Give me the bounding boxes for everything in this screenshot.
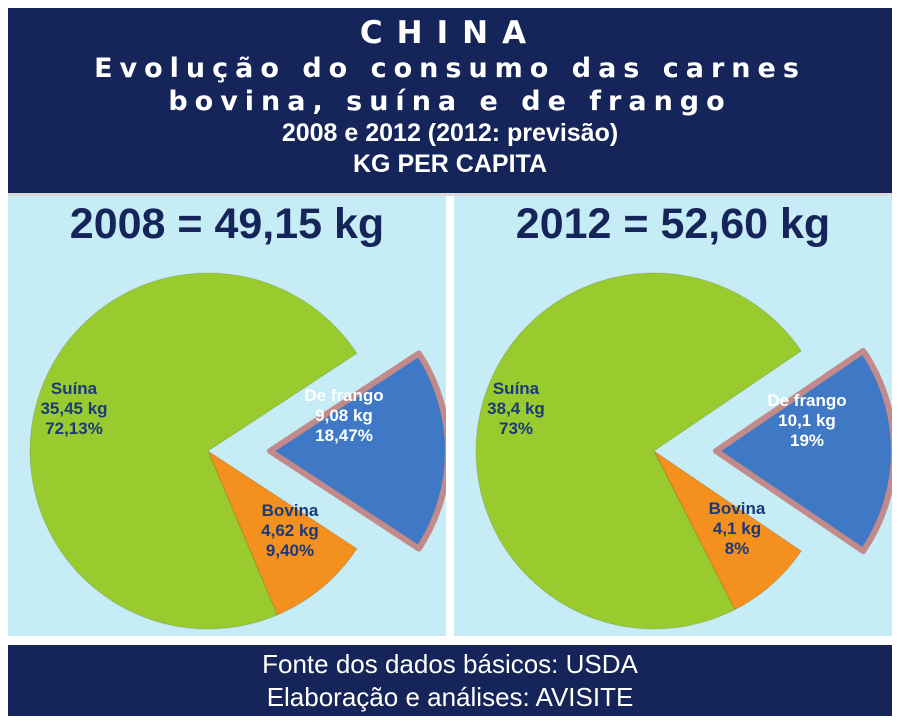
pie-slice-de-frango-2012: [713, 347, 892, 555]
chart-header: CHINA Evolução do consumo das carnes bov…: [8, 8, 892, 196]
pie-label-suina-pct-2012: 73%: [499, 419, 533, 438]
pie-label-de-frango-pct-2008: 18,47%: [315, 426, 373, 445]
pie-label-suina-pct-2008: 72,13%: [45, 419, 103, 438]
pie-label-suina-kg-2012: 38,4 kg: [487, 399, 545, 418]
pie-label-bovina-kg-2012: 4,1 kg: [713, 519, 761, 538]
pie-label-suina-name-2012: Suína: [493, 379, 540, 398]
pie-slice-bovina-2008: [206, 449, 358, 616]
pie-label-de-frango-pct-2012: 19%: [790, 431, 824, 450]
pie-label-suina-name-2008: Suína: [51, 379, 98, 398]
pie-label-suina-kg-2008: 35,45 kg: [40, 399, 107, 418]
header-country: CHINA: [359, 15, 541, 51]
pie-label-de-frango-name-2012: De frango: [767, 391, 846, 410]
pie-slice-suina-2008: [29, 272, 358, 630]
pie-slice-de-frango-2008: [267, 350, 446, 552]
header-title-line2: bovina, suína e de frango: [168, 86, 732, 117]
header-unit: KG PER CAPITA: [353, 150, 547, 178]
pie-label-bovina-kg-2008: 4,62 kg: [261, 521, 319, 540]
pie-label-bovina-pct-2008: 9,40%: [266, 541, 314, 560]
pie-label-de-frango-kg-2012: 10,1 kg: [778, 411, 836, 430]
pie-slice-suina-2012: [475, 272, 802, 630]
footer-credit: Elaboração e análises: AVISITE: [266, 682, 634, 712]
header-years: 2008 e 2012 (2012: previsão): [281, 119, 619, 147]
pie-label-bovina-name-2012: Bovina: [709, 499, 766, 518]
pie-label-bovina-pct-2012: 8%: [725, 539, 750, 558]
pie-title-2008: 2008 = 49,15 kg: [69, 200, 385, 248]
pie-panel-2012: De frango 10,1 kg 19% Bovina 4,1 kg 8% Suína 38…: [454, 196, 892, 636]
footer-source: Fonte dos dados básicos: USDA: [262, 649, 638, 679]
header-title-line1: Evolução do consumo das carnes: [94, 53, 806, 84]
chart-footer: Fonte dos dados básicos: USDA Elaboração…: [8, 645, 892, 716]
pie-label-bovina-name-2008: Bovina: [262, 501, 319, 520]
pie-label-de-frango-kg-2008: 9,08 kg: [315, 406, 373, 425]
pie-label-de-frango-name-2008: De frango: [304, 386, 383, 405]
pie-slice-bovina-2012: [653, 450, 802, 611]
pie-panel-2008: De frango 9,08 kg 18,47% Bovina 4,62 kg 9,40%…: [8, 196, 446, 636]
pie-title-2012: 2012 = 52,60 kg: [515, 200, 831, 248]
